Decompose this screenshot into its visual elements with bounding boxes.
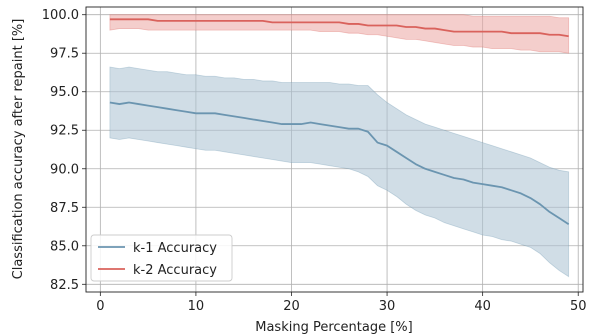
- y-tick-label: 87.5: [50, 201, 79, 216]
- x-tick-label: 40: [474, 299, 491, 314]
- x-tick-label: 30: [379, 299, 396, 314]
- x-tick-label: 0: [96, 299, 104, 314]
- series-lines: [109, 18, 570, 225]
- y-tick-label: 92.5: [50, 124, 79, 139]
- x-tick-label: 50: [570, 299, 587, 314]
- y-axis-label: Classification accuracy after repaint [%…: [11, 19, 26, 280]
- plot-frame: [85, 6, 584, 293]
- legend-box: [90, 234, 233, 282]
- legend-label-k1: k-1 Accuracy: [133, 241, 217, 256]
- band-k2: [109, 14, 570, 54]
- legend: k-1 Accuracy k-2 Accuracy: [90, 234, 233, 282]
- series-line-k2: [109, 18, 569, 38]
- x-axis-ticks: 0 10 20 30 40 50: [96, 292, 586, 314]
- confidence-bands: [109, 14, 570, 278]
- y-tick-label: 85.0: [50, 239, 79, 254]
- y-axis-ticks: 82.5 85.0 87.5 90.0 92.5 95.0 97.5 100.0: [42, 8, 86, 293]
- y-tick-label: 95.0: [50, 85, 79, 100]
- y-tick-label: 90.0: [50, 162, 79, 177]
- y-tick-label: 82.5: [50, 278, 79, 293]
- y-tick-label: 97.5: [50, 47, 79, 62]
- band-k1: [109, 66, 570, 278]
- legend-label-k2: k-2 Accuracy: [133, 263, 217, 278]
- x-axis-label: Masking Percentage [%]: [255, 320, 412, 335]
- x-tick-label: 20: [283, 299, 300, 314]
- y-tick-label: 100.0: [42, 8, 79, 23]
- series-line-k1: [109, 101, 570, 225]
- x-tick-label: 10: [188, 299, 205, 314]
